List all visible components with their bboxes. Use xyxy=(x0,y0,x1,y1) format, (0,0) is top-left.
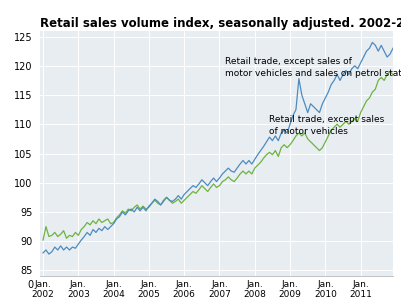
Text: Jan.
2002: Jan. 2002 xyxy=(32,280,55,299)
Text: Retail trade, except sales of
motor vehicles and sales on petrol station: Retail trade, except sales of motor vehi… xyxy=(225,57,401,78)
Text: Jan.
2005: Jan. 2005 xyxy=(138,280,160,299)
Text: Jan.
2007: Jan. 2007 xyxy=(208,280,231,299)
Text: Jan.
2006: Jan. 2006 xyxy=(173,280,196,299)
Text: Jan.
2008: Jan. 2008 xyxy=(243,280,266,299)
Text: 0: 0 xyxy=(27,280,33,290)
Text: Jan.
2009: Jan. 2009 xyxy=(279,280,302,299)
Text: Jan.
2003: Jan. 2003 xyxy=(67,280,90,299)
Text: Retail sales volume index, seasonally adjusted. 2002-2011: Retail sales volume index, seasonally ad… xyxy=(40,17,401,29)
Text: Retail trade, except sales
of motor vehicles: Retail trade, except sales of motor vehi… xyxy=(269,115,385,136)
Text: Jan.
2004: Jan. 2004 xyxy=(102,280,125,299)
Text: Jan.
2010: Jan. 2010 xyxy=(314,280,337,299)
Text: Jan.
2011: Jan. 2011 xyxy=(349,280,372,299)
